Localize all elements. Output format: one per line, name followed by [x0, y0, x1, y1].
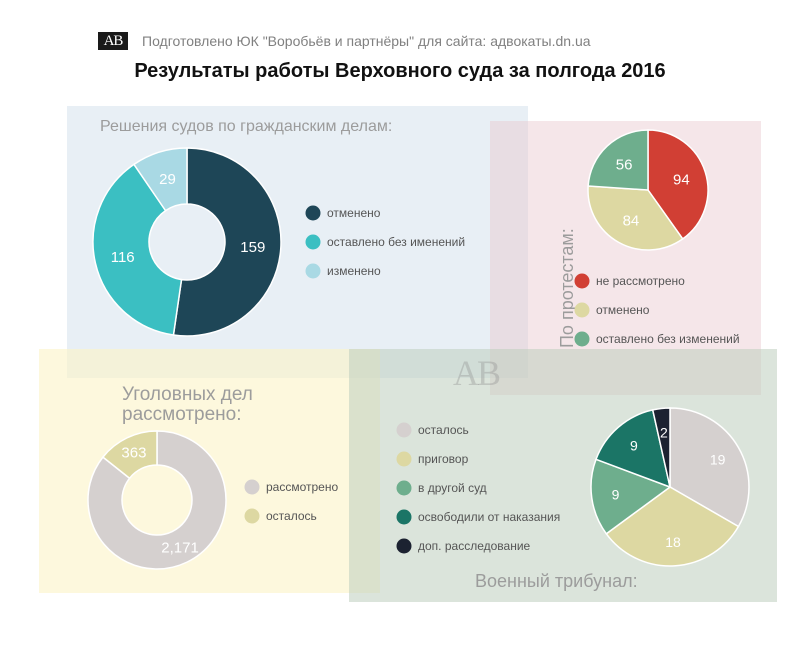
- criminal-value-label-1: 363: [121, 444, 146, 461]
- military-legend-swatch-1: [396, 451, 412, 467]
- protest-slice-2: [587, 129, 649, 191]
- protest-legend-swatch-2: [574, 331, 590, 347]
- criminal-legend-item-1: осталось: [266, 509, 317, 523]
- protest-value-label-0: 94: [673, 171, 690, 188]
- military-slice-3: [595, 409, 672, 489]
- military-value-label-3: 9: [630, 438, 638, 454]
- civil-legend-swatch-0: [305, 205, 321, 221]
- military-value-label-2: 9: [612, 487, 620, 503]
- military-slice-2: [590, 458, 672, 535]
- protest-slice-1: [587, 185, 684, 251]
- protest-slice-0: [647, 129, 709, 240]
- civil-slice-0: [172, 147, 282, 337]
- criminal-chart-title: Уголовных дел рассмотрено:: [122, 384, 253, 425]
- protest-legend-item-2: оставлено без изменений: [596, 332, 740, 346]
- military-legend-swatch-2: [396, 480, 412, 496]
- criminal-legend-swatch-1: [244, 508, 260, 524]
- header: AB Подготовлено ЮК "Воробьёв и партнёры"…: [98, 32, 591, 50]
- credit-text: Подготовлено ЮК "Воробьёв и партнёры" дл…: [142, 33, 591, 49]
- protest-legend-item-1: отменено: [596, 303, 650, 317]
- page-title: Результаты работы Верховного суда за пол…: [134, 60, 666, 82]
- civil-value-label-2: 29: [159, 171, 176, 188]
- military-legend-swatch-4: [396, 538, 412, 554]
- protest-value-label-1: 84: [623, 213, 640, 230]
- military-value-label-1: 18: [665, 534, 681, 550]
- ab-watermark: AB: [453, 353, 501, 393]
- protest-legend-swatch-0: [574, 273, 590, 289]
- military-legend-item-4: доп. расследование: [418, 539, 531, 553]
- protest-legend-item-0: не рассмотрено: [596, 274, 685, 288]
- protest-legend-swatch-1: [574, 302, 590, 318]
- military-slice-0: [669, 407, 750, 528]
- civil-slice-1: [92, 163, 183, 336]
- military-slice-4: [651, 407, 671, 488]
- criminal-legend-item-0: рассмотрено: [266, 480, 338, 494]
- military-legend-swatch-3: [396, 509, 412, 525]
- military-value-label-4: 2: [660, 424, 668, 440]
- military-legend-item-2: в другой суд: [418, 481, 487, 495]
- criminal-value-label-0: 2,171: [161, 540, 199, 557]
- civil-legend-item-0: отменено: [327, 206, 381, 220]
- military-slice-1: [605, 486, 740, 567]
- criminal-legend-swatch-0: [244, 479, 260, 495]
- military-legend-item-3: освободили от наказания: [418, 510, 560, 524]
- civil-value-label-0: 159: [240, 239, 265, 256]
- protest-value-label-2: 56: [616, 156, 633, 173]
- civil-value-label-1: 116: [111, 249, 135, 266]
- civil-legend-swatch-1: [305, 234, 321, 250]
- civil-slice-2: [132, 147, 188, 212]
- military-legend-item-1: приговор: [418, 452, 469, 466]
- military-chart-title: Военный трибунал:: [475, 571, 638, 591]
- ab-logo: AB: [98, 32, 128, 50]
- civil-chart-title: Решения судов по гражданским делам:: [100, 118, 393, 135]
- military-legend-swatch-0: [396, 422, 412, 438]
- civil-legend-item-2: изменено: [327, 264, 381, 278]
- civil-legend-swatch-2: [305, 263, 321, 279]
- criminal-slice-1: [101, 430, 158, 480]
- military-value-label-0: 19: [710, 452, 726, 468]
- military-legend-item-0: осталось: [418, 423, 469, 437]
- criminal-slice-0: [87, 430, 227, 570]
- civil-legend-item-1: оставлено без именений: [327, 235, 465, 249]
